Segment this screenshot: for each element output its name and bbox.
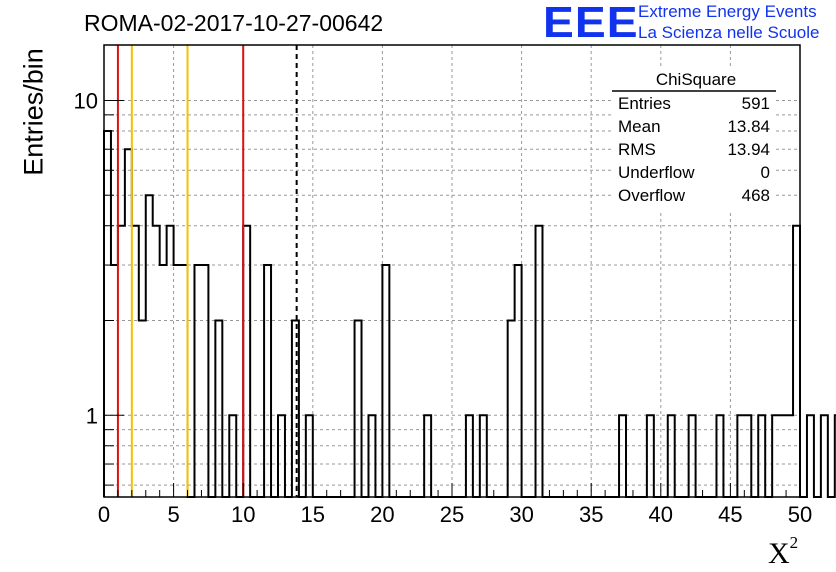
y-tick-label: 1	[86, 403, 98, 428]
stats-row-value: 13.84	[727, 117, 770, 136]
stats-box: ChiSquare Entries 591 Mean 13.84 RMS 13.94 Unde…	[612, 66, 776, 212]
x-tick-label: 15	[301, 502, 325, 527]
x-tick-label: 45	[718, 502, 742, 527]
x-tick-label: 35	[579, 502, 603, 527]
axes-layer: 0 5 10 15 20 25 30 35 40 45 50 1 10	[74, 44, 812, 527]
x-tick-label: 50	[788, 502, 812, 527]
x-tick-label: 5	[167, 502, 179, 527]
x-tick-label: 20	[370, 502, 394, 527]
stats-row-value: 468	[742, 186, 770, 205]
reference-lines-layer	[116, 45, 298, 497]
x-axis-label-exponent: 2	[789, 533, 799, 552]
x-tick-label: 40	[649, 502, 673, 527]
x-tick-label: 0	[98, 502, 110, 527]
stats-row-label: Entries	[618, 94, 671, 113]
stats-row-value: 13.94	[727, 140, 770, 159]
stats-row-label: Overflow	[618, 186, 686, 205]
stats-row-value: 0	[761, 163, 770, 182]
run-title: ROMA-02-2017-10-27-00642	[84, 10, 384, 36]
stats-row-label: Underflow	[618, 163, 695, 182]
x-axis-label-base: X	[768, 537, 790, 570]
x-tick-label: 10	[231, 502, 255, 527]
stats-row-label: Mean	[618, 117, 661, 136]
eee-logo-line2: La Scienza nelle Scuole	[638, 23, 820, 42]
eee-logo-mark: EEE	[543, 0, 639, 47]
stats-row-value: 591	[742, 94, 770, 113]
stats-row-label: RMS	[618, 140, 656, 159]
x-axis-label: X2	[768, 533, 798, 571]
x-tick-label: 25	[440, 502, 464, 527]
eee-logo-line1: Extreme Energy Events	[638, 2, 817, 21]
x-tick-label: 30	[509, 502, 533, 527]
y-tick-label: 10	[74, 88, 98, 113]
stats-box-title: ChiSquare	[656, 70, 736, 89]
grid-layer	[104, 45, 800, 497]
y-axis-label: Entries/bin	[18, 48, 49, 176]
